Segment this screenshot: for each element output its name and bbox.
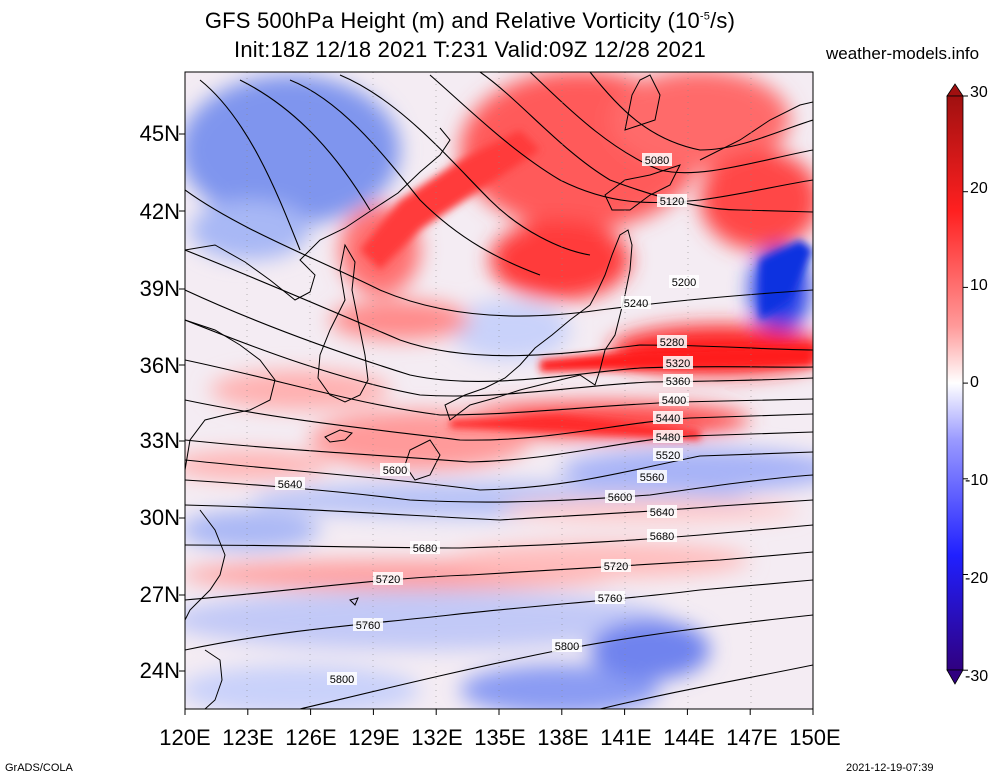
lon-label: 126E <box>285 725 337 750</box>
contour-label-bg <box>653 430 683 443</box>
contour-label: 5360 <box>666 376 690 388</box>
lon-label: 135E <box>474 725 526 750</box>
contour-label-bg <box>657 194 687 207</box>
contour-label: 5320 <box>666 358 690 370</box>
lat-label: 24N <box>139 658 180 683</box>
contour-label-bg <box>647 529 677 542</box>
contour-label-bg <box>621 296 651 309</box>
contour-label: 5440 <box>656 413 680 425</box>
lon-label: 150E <box>789 725 841 750</box>
contour-labels: 5080 5120 5200 5240 5280 5320 5360 5400 5440 5480… <box>275 153 699 686</box>
colorbar-label: 10 <box>970 277 988 294</box>
colorbar-label: 0 <box>970 374 979 391</box>
lat-label: 27N <box>139 582 180 607</box>
colorbar-label: -10 <box>965 472 989 489</box>
lat-label: 30N <box>139 505 180 530</box>
colorbar-label: 20 <box>970 180 988 197</box>
contour-label-bg <box>601 559 631 572</box>
coastlines <box>185 74 813 709</box>
contour-label-bg <box>669 275 699 288</box>
contour-label-bg <box>657 335 687 348</box>
lat-label: 45N <box>139 121 180 146</box>
vorticity-field: 5080 5120 5200 5240 5280 5320 5360 5400 5440 5480… <box>185 72 813 709</box>
contour-label: 5800 <box>330 674 354 686</box>
contour-label-bg <box>653 448 683 461</box>
height-contours <box>185 72 813 709</box>
contour-label-bg <box>380 463 410 476</box>
lat-label: 33N <box>139 428 180 453</box>
colorbar <box>946 83 964 685</box>
lon-label: 147E <box>726 725 778 750</box>
contour-label: 5120 <box>660 196 684 208</box>
contour-label: 5480 <box>656 432 680 444</box>
contour-label-bg <box>552 639 582 652</box>
contour-label-bg <box>373 572 403 585</box>
contour-label: 5720 <box>376 574 400 586</box>
contour-label-bg <box>659 393 689 406</box>
lon-label: 144E <box>663 725 715 750</box>
contour-label-bg <box>653 411 683 424</box>
lat-label: 42N <box>139 199 180 224</box>
contour-label-bg <box>637 470 667 483</box>
contour-label-bg <box>353 618 383 631</box>
contour-label: 5640 <box>278 479 302 491</box>
contour-label: 5800 <box>555 641 579 653</box>
graticule <box>246 72 752 709</box>
axis-ticks <box>179 95 968 715</box>
contour-label-bg <box>595 591 625 604</box>
contour-label-bg <box>663 356 693 369</box>
contour-label: 5720 <box>604 561 628 573</box>
lon-label: 129E <box>348 725 400 750</box>
contour-label: 5400 <box>662 395 686 407</box>
brand-label: weather-models.info <box>826 44 980 63</box>
contour-label: 5240 <box>624 298 648 310</box>
lon-label: 132E <box>411 725 463 750</box>
footer-right: 2021-12-19-07:39 <box>846 762 934 774</box>
contour-label: 5280 <box>660 337 684 349</box>
lon-label: 123E <box>222 725 274 750</box>
footer-left: GrADS/COLA <box>5 762 73 774</box>
contour-label-bg <box>605 490 635 503</box>
colorbar-label: 30 <box>970 84 988 101</box>
contour-label-bg <box>410 541 440 554</box>
chart-subtitle: Init:18Z 12/18 2021 T:231 Valid:09Z 12/2… <box>234 37 706 62</box>
contour-label: 5200 <box>672 277 696 289</box>
contour-label: 5520 <box>656 450 680 462</box>
contour-label: 5760 <box>598 593 622 605</box>
chart-title: GFS 500hPa Height (m) and Relative Vorti… <box>204 8 736 33</box>
lon-label: 138E <box>537 725 589 750</box>
contour-label: 5680 <box>413 543 437 555</box>
contour-label: 5680 <box>650 531 674 543</box>
contour-label-bg <box>663 374 693 387</box>
contour-label: 5600 <box>608 492 632 504</box>
lon-label: 141E <box>600 725 652 750</box>
lat-label: 39N <box>139 276 180 301</box>
colorbar-label: -30 <box>965 668 989 685</box>
contour-label-bg <box>275 477 305 490</box>
contour-label: 5600 <box>383 465 407 477</box>
contour-label: 5760 <box>356 620 380 632</box>
contour-label: 5640 <box>650 507 674 519</box>
lon-label: 120E <box>159 725 211 750</box>
contour-label-bg <box>642 153 672 166</box>
lat-label: 36N <box>139 353 180 378</box>
contour-label: 5080 <box>645 155 669 167</box>
colorbar-label: -20 <box>965 570 989 587</box>
contour-label: 5560 <box>640 472 664 484</box>
contour-label-bg <box>647 505 677 518</box>
contour-label-bg <box>327 672 357 685</box>
